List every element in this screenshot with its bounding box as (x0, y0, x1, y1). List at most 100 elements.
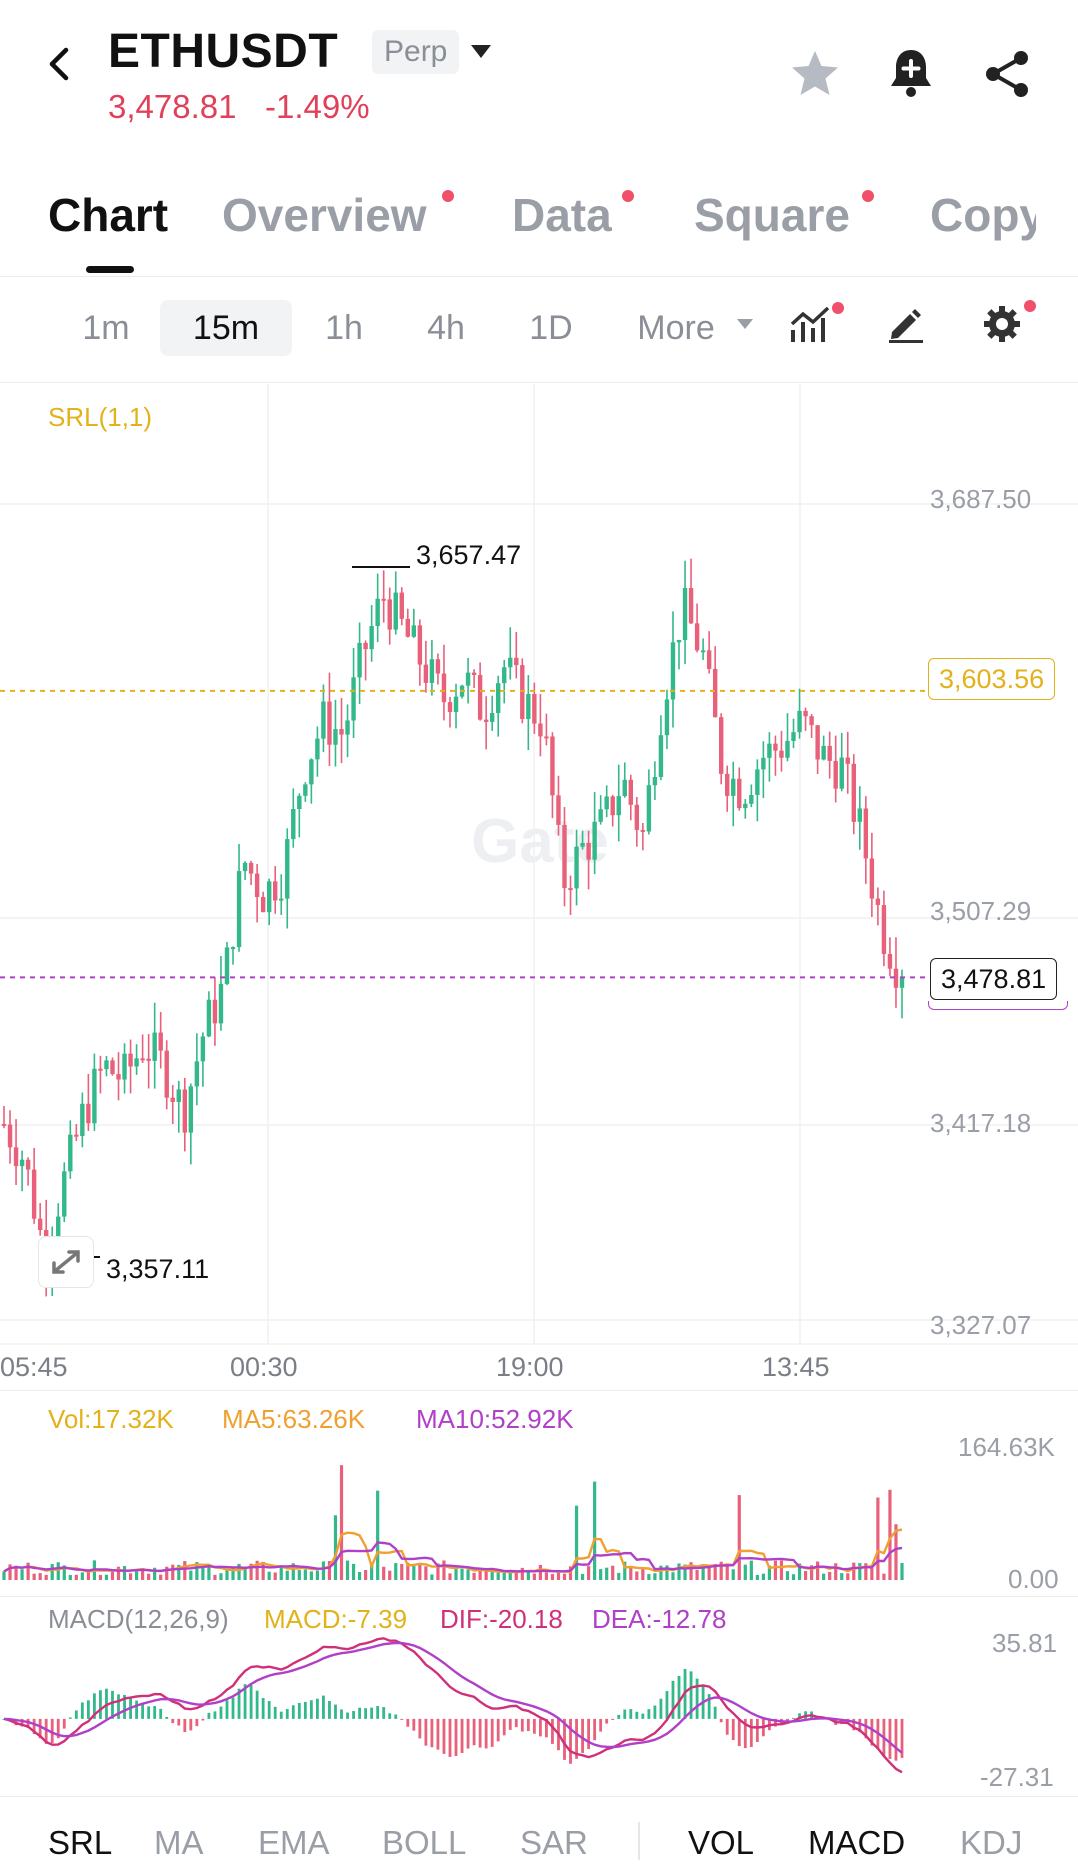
macd-histogram-bar (490, 1718, 494, 1747)
volume-bar (165, 1566, 169, 1580)
macd-histogram-bar (599, 1718, 603, 1732)
notification-dot (622, 190, 634, 202)
macd-histogram-bar (900, 1718, 904, 1758)
macd-histogram-bar (864, 1718, 868, 1739)
tab-chart[interactable]: Chart (48, 189, 169, 241)
price-change: -1.49% (265, 88, 370, 125)
indicator-boll[interactable]: BOLL (382, 1824, 467, 1861)
caret-down-icon[interactable] (468, 42, 494, 62)
candlestick-chart[interactable]: Gate (0, 384, 1078, 1394)
volume-bar (695, 1569, 699, 1580)
share-icon[interactable] (982, 48, 1032, 100)
indicator-vol[interactable]: VOL (688, 1824, 755, 1861)
back-chevron-icon[interactable] (40, 44, 80, 84)
low-price-marker: 3,357.11 (106, 1254, 210, 1284)
candle-body (122, 1053, 127, 1080)
interval-15m[interactable]: 15m (160, 300, 292, 356)
macd-histogram-bar (334, 1704, 337, 1719)
candle-body (164, 1050, 169, 1098)
indicator-sar[interactable]: SAR (520, 1824, 588, 1861)
interval-1d[interactable]: 1D (529, 309, 573, 347)
indicator-ma[interactable]: MA (154, 1824, 204, 1861)
macd-histogram-bar (267, 1701, 271, 1719)
volume-bar (345, 1560, 350, 1580)
macd-histogram-bar (20, 1718, 24, 1727)
star-icon[interactable] (788, 48, 842, 100)
volume-bar (261, 1561, 265, 1580)
indicator-macd[interactable]: MACD (808, 1824, 906, 1861)
notification-dot (862, 190, 874, 202)
volume-bar (189, 1570, 193, 1580)
macd-histogram-bar (93, 1693, 96, 1719)
macd-histogram-bar (677, 1675, 681, 1719)
macd-histogram-bar (635, 1711, 639, 1719)
volume-bar (442, 1560, 446, 1580)
candle-body (815, 725, 820, 760)
caret-down-icon[interactable] (736, 318, 754, 330)
candle-body (634, 804, 640, 830)
expand-icon[interactable] (38, 1236, 94, 1288)
indicator-chart-icon[interactable] (790, 306, 832, 344)
volume-bar (816, 1561, 820, 1580)
volume-bar (773, 1560, 778, 1580)
volume-bar (538, 1564, 542, 1580)
candle-body (116, 1074, 121, 1080)
volume-bar (647, 1574, 651, 1580)
volume-bar (731, 1569, 735, 1580)
candle-body (230, 947, 236, 950)
indicator-kdj[interactable]: KDJ (960, 1824, 1023, 1861)
candle-body (381, 598, 386, 601)
indicator-ema[interactable]: EMA (258, 1824, 330, 1861)
candle-body (821, 745, 826, 760)
volume-bar (870, 1568, 874, 1580)
volume-bar (333, 1515, 338, 1580)
indicator-separator (638, 1822, 640, 1860)
interval-1m[interactable]: 1m (82, 309, 130, 347)
candle-body (881, 905, 887, 954)
volume-bar (629, 1567, 633, 1580)
tab-copy[interactable]: Copy (930, 189, 1036, 241)
volume-bar (653, 1573, 657, 1580)
candle-body (863, 808, 869, 859)
candle-body (260, 897, 266, 913)
gear-icon[interactable] (982, 304, 1022, 344)
tab-data[interactable]: Data (512, 189, 612, 241)
srl-indicator-label[interactable]: SRL(1,1) (48, 402, 153, 432)
x-tick: 13:45 (762, 1352, 830, 1382)
symbol-title[interactable]: ETHUSDT (108, 25, 339, 78)
candle-body (827, 745, 832, 761)
more-intervals-button[interactable]: More (637, 309, 715, 347)
macd-value: MACD:-7.39 (264, 1604, 408, 1634)
macd-histogram-bar (755, 1718, 759, 1742)
macd-histogram-bar (412, 1718, 416, 1731)
macd-histogram-bar (629, 1709, 633, 1719)
candle-body (146, 1058, 151, 1061)
candle-body (833, 760, 838, 789)
macd-histogram-bar (141, 1703, 145, 1719)
volume-bar (309, 1571, 313, 1580)
candle-body (887, 953, 893, 969)
indicator-srl[interactable]: SRL (48, 1824, 113, 1861)
candle-body (550, 736, 555, 796)
interval-1h[interactable]: 1h (325, 309, 363, 347)
candle-body (628, 779, 633, 805)
macd-histogram-bar (575, 1718, 578, 1759)
volume-bar (171, 1564, 175, 1580)
candle-body (273, 881, 278, 901)
macd-histogram-bar (364, 1708, 368, 1719)
macd-histogram-bar (159, 1708, 163, 1719)
macd-histogram-bar (249, 1684, 253, 1719)
volume-bar (297, 1570, 301, 1580)
interval-4h[interactable]: 4h (427, 309, 465, 347)
macd-histogram-bar (593, 1718, 597, 1741)
volume-bar (321, 1561, 326, 1580)
volume-bar (599, 1569, 603, 1580)
volume-ma10: MA10:52.92K (416, 1404, 574, 1434)
macd-y-max: 35.81 (992, 1628, 1058, 1658)
bell-plus-icon[interactable] (886, 46, 936, 100)
tab-overview[interactable]: Overview (222, 189, 427, 241)
tab-square[interactable]: Square (694, 189, 850, 241)
candle-body (321, 701, 326, 739)
macd-histogram-bar (261, 1698, 265, 1719)
pencil-icon[interactable] (886, 304, 926, 344)
